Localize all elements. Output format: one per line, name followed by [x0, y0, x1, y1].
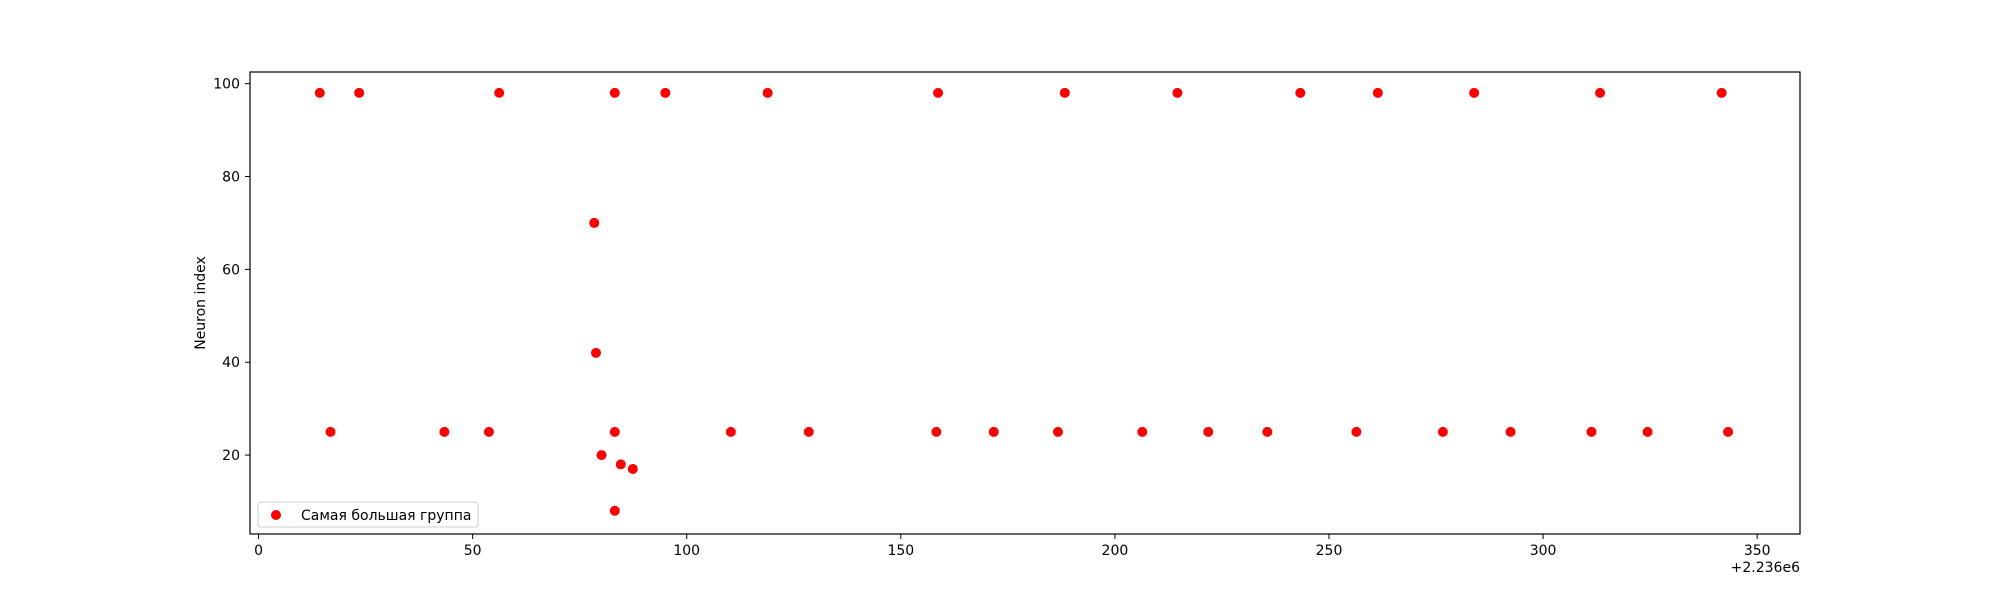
data-point — [1642, 426, 1653, 437]
x-tick-label: 50 — [464, 543, 482, 559]
data-point — [803, 426, 814, 437]
data-points — [314, 87, 1734, 516]
plot-area — [250, 72, 1800, 534]
data-point — [590, 347, 601, 358]
y-tick-label: 20 — [222, 448, 240, 464]
data-point — [589, 217, 600, 228]
data-point — [494, 87, 505, 98]
data-point — [1469, 87, 1480, 98]
data-point — [1505, 426, 1516, 437]
plot-frame — [249, 71, 1801, 535]
data-point — [1351, 426, 1362, 437]
data-point — [1295, 87, 1306, 98]
legend-label: Самая большая группа — [301, 508, 471, 524]
data-point — [325, 426, 336, 437]
data-point — [1437, 426, 1448, 437]
legend: Самая большая группа — [257, 501, 479, 528]
data-point — [1262, 426, 1273, 437]
data-point — [933, 87, 944, 98]
data-point — [483, 426, 494, 437]
x-tick-label: 350 — [1744, 543, 1771, 559]
data-point — [609, 505, 620, 516]
y-tick-label: 80 — [222, 169, 240, 185]
legend-box — [257, 501, 479, 528]
data-point — [354, 87, 365, 98]
data-point — [1172, 87, 1183, 98]
data-point — [1716, 87, 1727, 98]
y-axis: 20 40 60 80 100 — [213, 77, 250, 464]
data-point — [439, 426, 450, 437]
x-tick-label: 200 — [1102, 543, 1129, 559]
y-axis-label: Neuron index — [193, 256, 209, 350]
data-point — [1372, 87, 1383, 98]
x-tick-label: 150 — [887, 543, 914, 559]
data-point — [609, 87, 620, 98]
data-point — [762, 87, 773, 98]
data-point — [931, 426, 942, 437]
y-tick-label: 40 — [222, 355, 240, 371]
data-point — [627, 463, 638, 474]
x-axis-offset-label: +2.236e6 — [1731, 560, 1800, 576]
data-point — [1052, 426, 1063, 437]
data-point — [1595, 87, 1606, 98]
legend-marker — [271, 510, 281, 520]
data-point — [615, 459, 626, 470]
x-tick-label: 300 — [1530, 543, 1557, 559]
data-point — [596, 450, 607, 461]
x-tick-label: 0 — [254, 543, 263, 559]
data-point — [1586, 426, 1597, 437]
data-point — [1059, 87, 1070, 98]
x-tick-label: 100 — [673, 543, 700, 559]
data-point — [660, 87, 671, 98]
data-point — [1137, 426, 1148, 437]
data-point — [988, 426, 999, 437]
data-point — [314, 87, 325, 98]
y-tick-label: 100 — [213, 77, 240, 93]
x-axis: 0 50 100 150 200 250 300 350 — [254, 534, 1771, 559]
data-point — [1203, 426, 1214, 437]
y-tick-label: 60 — [222, 262, 240, 278]
data-point — [725, 426, 736, 437]
data-point — [609, 426, 620, 437]
x-tick-label: 250 — [1316, 543, 1343, 559]
data-point — [1723, 426, 1734, 437]
